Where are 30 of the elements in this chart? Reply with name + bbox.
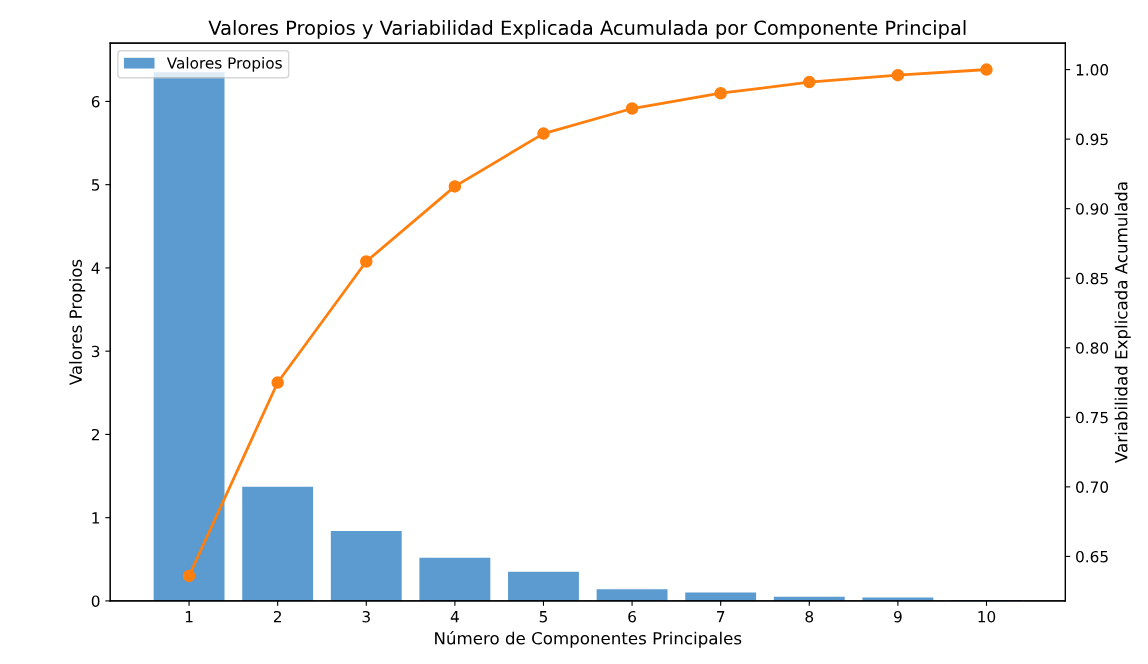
y2-tick-label: 0.90 <box>1076 203 1109 215</box>
chart-title: Valores Propios y Variabilidad Explicada Acumulada por Componente Principal <box>208 20 966 39</box>
x-tick-label: 6 <box>628 610 636 623</box>
x-tick-label: 2 <box>273 610 281 623</box>
y-tick-label: 3 <box>91 345 100 358</box>
x-tick-label: 3 <box>362 610 370 623</box>
legend-label: Valores Propios <box>166 56 282 72</box>
y2-tick-label: 0.80 <box>1076 342 1109 354</box>
y-tick-label: 0 <box>91 595 100 607</box>
x-tick-label: 4 <box>450 611 459 623</box>
y-tick-label: 1 <box>92 512 100 524</box>
y2-tick-label: 0.65 <box>1076 550 1108 563</box>
y-tick-label: 6 <box>91 95 100 108</box>
y2-tick-label: 0.95 <box>1076 133 1108 146</box>
y2-tick-label: 0.85 <box>1076 272 1108 285</box>
x-tick-label: 8 <box>805 610 814 623</box>
y2-tick-label: 1.00 <box>1076 64 1109 76</box>
x-tick-label: 1 <box>185 611 193 623</box>
y2-tick-label: 0.70 <box>1076 481 1109 493</box>
y2-axis-title: Variabilidad Explicada Acumulada <box>1114 182 1131 463</box>
y-axis-title: Valores Propios <box>69 259 86 386</box>
y-tick-label: 5 <box>91 179 100 191</box>
x-axis-title: Número de Componentes Principales <box>435 630 742 648</box>
x-tick-label: 5 <box>539 611 547 623</box>
y2-tick-label: 0.75 <box>1076 411 1108 424</box>
x-tick-label: 9 <box>893 610 902 623</box>
x-tick-label: 7 <box>717 611 725 623</box>
x-tick-label: 10 <box>978 610 996 623</box>
y-tick-label: 2 <box>91 428 99 441</box>
y-tick-label: 4 <box>91 262 100 274</box>
